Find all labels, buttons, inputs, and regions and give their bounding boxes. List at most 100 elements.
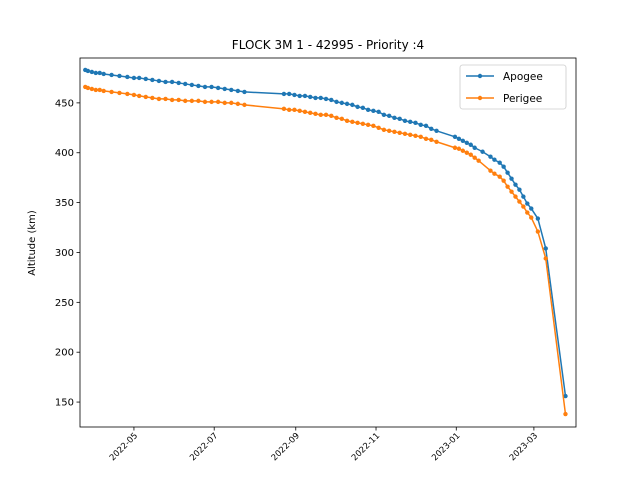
perigee-data-point (392, 129, 397, 134)
apogee-data-point (497, 160, 502, 165)
perigee-data-point (350, 119, 355, 125)
perigee-data-point (505, 184, 510, 189)
apogee-data-point (125, 74, 130, 80)
apogee-data-point (456, 136, 462, 141)
apogee-data-point (521, 194, 526, 199)
perigee-data-point (131, 92, 137, 98)
perigee-data-point (286, 107, 292, 113)
perigee-data-point (156, 96, 162, 102)
apogee-data-point (209, 84, 214, 90)
axes-frame (79, 57, 577, 428)
apogee-data-point (529, 206, 534, 211)
apogee-data-point (344, 101, 350, 107)
perigee-data-point (488, 168, 493, 173)
apogee-data-point (525, 201, 530, 206)
perigee-data-point (196, 98, 201, 104)
perigee-data-point (339, 116, 345, 122)
perigee-data-point (93, 87, 98, 93)
apogee-data-point (89, 69, 95, 75)
perigee-data-point (176, 97, 181, 103)
apogee-data-point (468, 142, 473, 147)
apogee-data-point (101, 71, 106, 77)
apogee-data-point (513, 182, 518, 187)
apogee-data-point (517, 187, 522, 192)
perigee-data-point (497, 174, 502, 179)
perigee-data-point (468, 152, 473, 157)
legend-marker-perigee (477, 95, 483, 101)
perigee-data-point (476, 158, 481, 163)
apogee-data-point (492, 157, 497, 162)
perigee-data-point (117, 90, 122, 96)
apogee-data-point (189, 82, 195, 88)
perigee-data-point (381, 127, 387, 133)
perigee-data-point (521, 204, 526, 209)
perigee-data-point (501, 178, 506, 183)
y-tick-label: 300 (55, 248, 74, 259)
apogee-data-point (281, 91, 287, 97)
apogee-data-point (501, 164, 506, 169)
apogee-data-point (183, 81, 188, 87)
apogee-data-point (418, 122, 423, 128)
perigee-data-point (163, 96, 168, 102)
apogee-data-point (397, 116, 402, 122)
apogee-data-point (339, 100, 345, 106)
perigee-data-point (472, 155, 477, 160)
perigee-data-point (513, 194, 518, 199)
apogee-data-point (350, 102, 355, 108)
y-tick-label: 350 (55, 198, 74, 209)
perigee-data-point (235, 101, 241, 107)
perigee-data-point (492, 171, 497, 176)
apogee-data-point (408, 119, 413, 125)
y-tick-label: 150 (55, 398, 74, 409)
apogee-data-point (308, 94, 313, 100)
perigee-data-point (242, 102, 247, 108)
perigee-data-point (423, 136, 429, 141)
apogee-data-point (365, 107, 371, 113)
apogee-data-point (543, 246, 548, 251)
apogee-data-point (429, 126, 434, 132)
apogee-data-point (131, 75, 137, 81)
legend-marker-apogee (477, 73, 483, 79)
perigee-data-point (535, 229, 541, 234)
perigee-data-point (371, 123, 376, 129)
apogee-data-point (313, 95, 318, 101)
perigee-data-point (360, 121, 366, 127)
perigee-data-point (101, 88, 106, 94)
perigee-data-point (429, 137, 434, 142)
perigee-data-point (529, 215, 534, 220)
apogee-data-point (381, 112, 387, 118)
perigee-data-point (222, 100, 227, 106)
apogee-data-point (535, 216, 541, 221)
apogee-data-point (156, 78, 162, 84)
perigee-data-point (456, 146, 462, 151)
apogee-data-point (143, 76, 148, 82)
apogee-data-point (176, 80, 181, 86)
perigee-data-point (308, 110, 313, 116)
apogee-data-point (376, 109, 381, 115)
perigee-data-point (397, 130, 402, 135)
perigee-data-point (109, 89, 114, 95)
perigee-data-point (525, 210, 530, 215)
apogee-data-point (392, 115, 397, 121)
perigee-data-point (202, 99, 208, 105)
legend: Apogee Perigee (459, 64, 567, 110)
perigee-data-point (344, 118, 350, 124)
perigee-data-point (137, 93, 142, 99)
legend-label-apogee: Apogee (503, 71, 543, 83)
perigee-data-point (323, 112, 329, 118)
y-axis-label: Altitude (km) (27, 210, 38, 276)
perigee-data-point (563, 411, 568, 417)
apogee-data-point (505, 170, 510, 175)
perigee-data-point (355, 120, 360, 126)
perigee-data-point (517, 199, 522, 204)
perigee-data-point (464, 150, 469, 155)
apogee-data-point (509, 176, 514, 181)
y-tick-label: 450 (55, 98, 74, 109)
apogee-data-point (318, 95, 323, 101)
apogee-data-point (150, 77, 155, 83)
legend-label-perigee: Perigee (503, 93, 542, 105)
perigee-data-point (189, 98, 195, 104)
perigee-data-point (509, 189, 514, 194)
apogee-data-point (360, 105, 366, 111)
